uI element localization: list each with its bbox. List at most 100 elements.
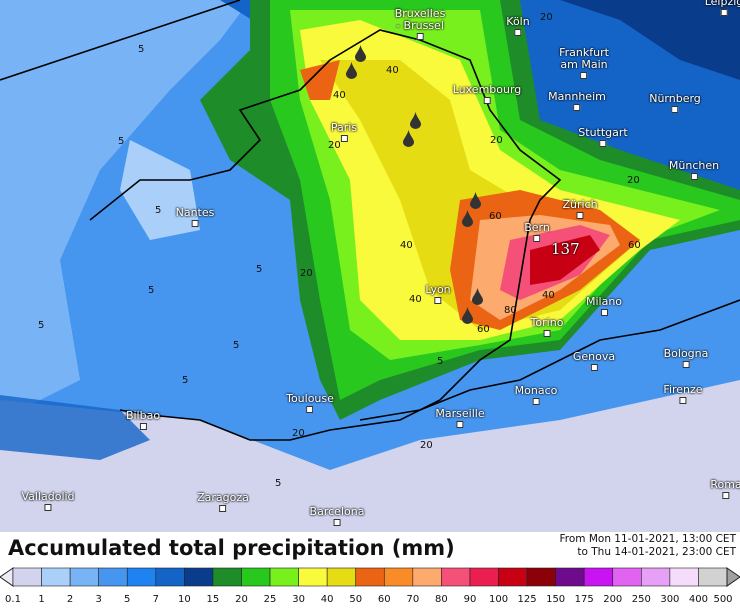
legend-color-box bbox=[126, 567, 157, 587]
isoline-label: 60 bbox=[489, 211, 502, 222]
city-marker bbox=[533, 235, 541, 242]
raindrop-icon bbox=[403, 130, 414, 147]
peak-value-label: 137 bbox=[551, 240, 580, 258]
isoline-label: 40 bbox=[409, 294, 422, 305]
city-marker bbox=[580, 72, 588, 79]
legend-tick-label: 200 bbox=[603, 594, 623, 605]
legend-color-box bbox=[355, 567, 385, 587]
legend-tick-label: 3 bbox=[95, 594, 102, 605]
city-label-nurnberg: Nürnberg bbox=[649, 93, 701, 113]
isoline-label: 5 bbox=[275, 478, 282, 489]
legend-color-box bbox=[269, 567, 299, 587]
city-marker bbox=[679, 397, 687, 404]
city-label-leipzig: Leipzig bbox=[705, 0, 740, 16]
city-name: Marseille bbox=[435, 407, 485, 420]
raindrop-icon bbox=[470, 192, 481, 209]
legend-color-box bbox=[641, 567, 671, 587]
city-name: Valladolid bbox=[21, 490, 75, 503]
legend-color-box bbox=[98, 567, 128, 587]
city-name: Firenze bbox=[663, 383, 703, 396]
legend-tick-label: 250 bbox=[631, 594, 651, 605]
city-marker bbox=[532, 398, 540, 405]
city-label-frankfurt: Frankfurt am Main bbox=[559, 47, 609, 79]
isoline-label: 5 bbox=[155, 205, 162, 216]
city-marker bbox=[306, 406, 314, 413]
city-name: Nantes bbox=[175, 206, 215, 219]
color-scale-legend bbox=[0, 567, 740, 587]
period-from: From Mon 11-01-2021, 13:00 CET bbox=[559, 533, 736, 545]
city-marker bbox=[456, 421, 464, 428]
city-label-zaragoza: Zaragoza bbox=[197, 492, 249, 512]
city-name: Genova bbox=[572, 350, 616, 363]
isoline-label: 60 bbox=[477, 324, 490, 335]
legend-color-box bbox=[155, 567, 185, 587]
legend-tick-label: 5 bbox=[124, 594, 131, 605]
city-name: Stuttgart bbox=[578, 126, 628, 139]
isoline-label: 5 bbox=[118, 136, 125, 147]
isoline-label: 5 bbox=[148, 285, 155, 296]
isoline-label: 5 bbox=[233, 340, 240, 351]
city-label-bern: Bern bbox=[524, 222, 550, 242]
legend-color-box bbox=[612, 567, 642, 587]
raindrop-icon bbox=[472, 288, 483, 305]
legend-tick-label: 175 bbox=[574, 594, 594, 605]
city-label-paris: Paris bbox=[331, 122, 357, 142]
raindrop-icon bbox=[462, 210, 473, 227]
isoline-label: 40 bbox=[542, 290, 555, 301]
city-marker bbox=[722, 492, 730, 499]
legend-color-box bbox=[698, 567, 728, 587]
city-name: Frankfurt am Main bbox=[559, 46, 609, 71]
city-label-genova: Genova bbox=[573, 351, 615, 371]
legend-color-box bbox=[555, 567, 585, 587]
legend-tick-label: 100 bbox=[488, 594, 509, 605]
legend-tick-label: 10 bbox=[177, 594, 191, 605]
city-name: Luxembourg bbox=[452, 83, 522, 96]
isoline-label: 5 bbox=[437, 356, 444, 367]
legend-tick-labels: 0.1 1 2 3 5 7 10 15 20 25 30 40 50 60 70 80 90 100 125 150 1… bbox=[0, 594, 740, 608]
isoline-label: 20 bbox=[300, 268, 313, 279]
isoline-label: 40 bbox=[400, 240, 413, 251]
city-marker bbox=[690, 173, 698, 180]
city-name: Roma bbox=[710, 478, 740, 491]
raindrop-icon bbox=[410, 112, 421, 129]
city-label-valladolid: Valladolid bbox=[21, 490, 75, 511]
city-marker bbox=[600, 309, 608, 316]
isoline-label: 60 bbox=[628, 240, 641, 251]
isoline-label: 5 bbox=[256, 264, 263, 275]
city-name: Barcelona bbox=[309, 505, 365, 518]
legend-color-box bbox=[383, 567, 414, 587]
legend-tick-label: 60 bbox=[377, 594, 391, 605]
isoline-label: 20 bbox=[328, 140, 341, 151]
isoline-label: 20 bbox=[292, 428, 305, 439]
city-label-zurich: Zürich bbox=[562, 199, 598, 219]
city-name: Torino bbox=[530, 316, 564, 329]
city-label-munchen: München bbox=[669, 160, 719, 180]
legend-tick-label: 0.1 bbox=[5, 594, 21, 605]
city-marker bbox=[219, 505, 227, 512]
legend-color-box bbox=[583, 567, 614, 587]
city-label-bruxelles: Bruxelles - Brussel bbox=[394, 7, 446, 40]
city-marker bbox=[576, 212, 584, 219]
legend-color-box bbox=[669, 567, 699, 587]
legend-color-box bbox=[69, 567, 99, 587]
isoline-label: 80 bbox=[504, 305, 517, 316]
city-label-roma: Roma bbox=[710, 479, 740, 499]
isoline-label: 5 bbox=[182, 375, 189, 386]
city-name: Bruxelles - Brussel bbox=[394, 7, 446, 32]
city-name: Lyon bbox=[425, 283, 451, 296]
city-marker bbox=[514, 29, 522, 36]
legend-tick-label: 80 bbox=[435, 594, 448, 605]
city-name: Nürnberg bbox=[649, 92, 701, 105]
legend-tick-label: 15 bbox=[206, 594, 220, 605]
time-period: From Mon 11-01-2021, 13:00 CET to Thu 14… bbox=[559, 533, 736, 559]
city-marker bbox=[720, 9, 728, 16]
isoline-label: 40 bbox=[386, 65, 399, 76]
city-name: München bbox=[668, 159, 720, 172]
legend-tick-label: 25 bbox=[263, 594, 277, 605]
legend-color-box bbox=[326, 567, 357, 587]
legend-color-box bbox=[469, 567, 499, 587]
legend-color-box bbox=[41, 567, 71, 587]
city-label-bologna: Bologna bbox=[664, 348, 708, 368]
city-marker bbox=[483, 97, 491, 104]
city-name: Leipzig bbox=[704, 0, 740, 8]
